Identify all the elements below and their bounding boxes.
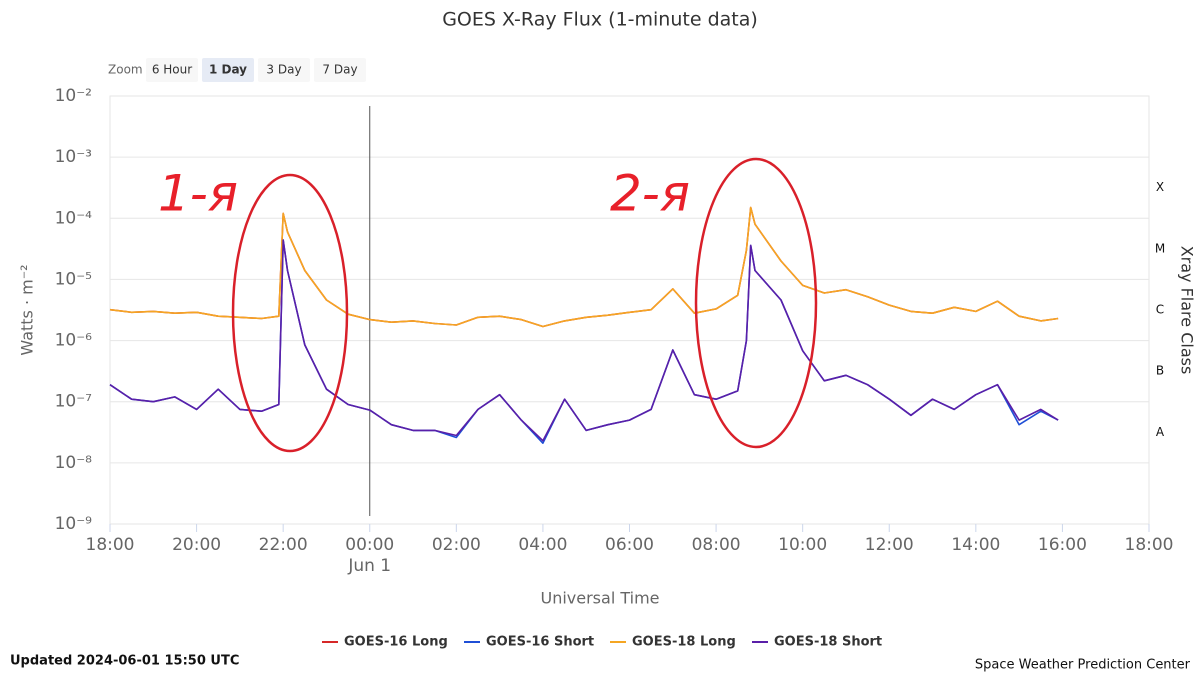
zoom-button-label[interactable]: 3 Day	[266, 63, 301, 77]
zoom-label: Zoom	[108, 63, 143, 77]
legend-label: GOES-18 Short	[774, 635, 882, 650]
y2-tick-label: B	[1156, 364, 1164, 378]
y2-axis-label: Xray Flare Class	[1178, 246, 1197, 375]
legend-label: GOES-18 Long	[632, 635, 736, 650]
chart-title: GOES X-Ray Flux (1-minute data)	[442, 9, 758, 31]
series-line	[109, 206, 1059, 328]
zoom-buttons: 6 Hour 1 Day 3 Day 7 Day	[146, 58, 366, 82]
x-axis-label: Universal Time	[540, 589, 659, 608]
y-tick-label: 10⁻⁶	[55, 331, 93, 351]
annotation: 1-я	[158, 165, 238, 223]
x-tick-label: 22:00	[259, 535, 308, 555]
y-tick-label: 10⁻⁹	[55, 514, 93, 534]
date-marker-label: Jun 1	[347, 556, 391, 576]
series-line	[109, 239, 1059, 442]
x-tick-label: 20:00	[172, 535, 221, 555]
zoom-button-label[interactable]: 7 Day	[322, 63, 357, 77]
y-tick-label: 10⁻²	[55, 86, 92, 106]
y-tick-label: 10⁻³	[55, 147, 92, 167]
x-tick-label: 18:00	[86, 535, 135, 555]
y-axis-label: Watts · m⁻²	[18, 264, 37, 355]
x-tick-label: 02:00	[432, 535, 481, 555]
y-tick-label: 10⁻⁷	[55, 392, 93, 412]
x-tick-label: 00:00	[345, 535, 394, 555]
annotation: 2-я	[610, 165, 690, 223]
zoom-button[interactable]	[146, 58, 198, 82]
zoom-button[interactable]	[314, 58, 366, 82]
highlight-ellipse	[694, 157, 818, 449]
y2-tick-label: X	[1156, 180, 1164, 194]
zoom-button-label[interactable]: 6 Hour	[152, 63, 192, 77]
legend-label: GOES-16 Long	[344, 635, 448, 650]
x-tick-label: 18:00	[1125, 535, 1174, 555]
x-tick-label: 10:00	[778, 535, 827, 555]
y2-tick-label: A	[1156, 425, 1165, 439]
x-tick-label: 16:00	[1038, 535, 1087, 555]
updated-note: Updated 2024-06-01 15:50 UTC	[10, 654, 239, 669]
x-tick-label: 04:00	[518, 535, 567, 555]
zoom-button-label[interactable]: 1 Day	[209, 63, 247, 77]
zoom-button[interactable]	[202, 58, 254, 82]
y-tick-label: 10⁻⁸	[55, 453, 93, 473]
y2-tick-label: C	[1156, 303, 1164, 317]
x-tick-label: 06:00	[605, 535, 654, 555]
highlight-ellipse	[231, 173, 349, 453]
y-tick-label: 10⁻⁵	[55, 269, 92, 289]
legend-label: GOES-16 Short	[486, 635, 594, 650]
y2-tick-label: M	[1155, 241, 1165, 255]
y-tick-label: 10⁻⁴	[55, 208, 93, 228]
zoom-button[interactable]	[258, 58, 310, 82]
credit: Space Weather Prediction Center	[975, 658, 1191, 673]
x-tick-label: 08:00	[692, 535, 741, 555]
x-tick-label: 12:00	[865, 535, 914, 555]
x-tick-label: 14:00	[951, 535, 1000, 555]
